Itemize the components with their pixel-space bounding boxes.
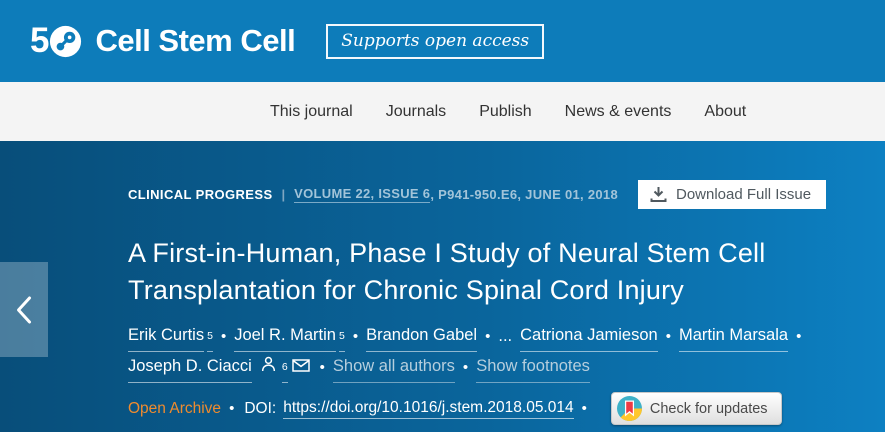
anniversary-number: 5 [30,21,49,60]
author-profile-icon[interactable] [261,353,276,382]
check-for-updates-label: Check for updates [649,400,768,417]
author-bullet: • [352,328,359,345]
crossmark-icon [616,396,642,421]
pages-date-label: , P941-950.E6, JUNE 01, 2018 [430,186,618,202]
article-access-row: Open Archive • DOI: https://doi.org/10.1… [128,392,885,425]
nav-item-about[interactable]: About [704,102,747,120]
open-archive-label[interactable]: Open Archive [128,399,222,417]
author-link[interactable]: Erik Curtis [128,321,205,352]
journal-top-bar: 5 Cell Stem Cell Supports open access [0,0,885,82]
meta-separator: | [281,186,286,202]
open-access-badge[interactable]: Supports open access [326,23,545,59]
show-footnotes-link[interactable]: Show footnotes [476,352,590,383]
volume-issue-link[interactable]: VOLUME 22, ISSUE 6 [294,185,431,203]
author-affiliation-sup[interactable]: 6 [281,353,288,383]
show-all-authors-link[interactable]: Show all authors [332,352,455,383]
article-type-label: CLINICAL PROGRESS [128,186,273,202]
author-list: Erik Curtis 5 • Joel R. Martin 5 • Brandon… [128,321,885,383]
doi-label: DOI: [244,399,277,417]
meta-bullet: • [229,400,235,417]
author-link[interactable]: Martin Marsala [678,321,789,352]
doi-link[interactable]: https://doi.org/10.1016/j.stem.2018.05.0… [283,399,574,419]
author-link[interactable]: Joel R. Martin [234,321,336,352]
download-full-issue-button[interactable]: Download Full Issue [637,179,827,209]
nav-item-publish[interactable]: Publish [479,102,532,120]
chevron-left-icon [17,296,31,323]
author-affiliation-sup[interactable]: 5 [338,322,345,352]
author-link[interactable]: Joseph D. Ciacci [128,352,252,383]
author-link[interactable]: Brandon Gabel [366,321,478,352]
nav-item-this-journal[interactable]: This journal [270,102,353,120]
author-row: Joseph D. Ciacci 6 • Show all authors • … [128,352,885,383]
previous-article-button[interactable] [0,262,48,357]
download-button-label: Download Full Issue [675,185,812,203]
author-bullet: • [462,359,469,376]
download-icon [650,187,667,202]
meta-bullet: • [581,400,587,417]
nav-item-news-events[interactable]: News & events [564,102,672,120]
author-link[interactable]: Catriona Jamieson [520,321,658,352]
main-navigation: This journal Journals Publish News & eve… [0,82,885,141]
author-bullet: • [220,328,227,345]
article-meta-row: CLINICAL PROGRESS | VOLUME 22, ISSUE 6 ,… [128,179,885,209]
author-bullet: • [796,328,802,345]
article-title-line: Transplantation for Chronic Spinal Cord … [128,275,684,305]
author-bullet: • [485,328,491,345]
article-title: A First-in-Human, Phase I Study of Neura… [128,235,885,309]
journal-logo[interactable]: 5 Cell Stem Cell [30,21,296,61]
author-row: Erik Curtis 5 • Joel R. Martin 5 • Brandon… [128,321,885,352]
check-for-updates-button[interactable]: Check for updates [610,392,782,425]
author-affiliation-sup[interactable]: 5 [207,322,213,352]
author-bullet: • [319,359,325,376]
email-corresponding-author-icon[interactable] [291,353,310,382]
hidden-authors-ellipsis: ... [498,327,513,345]
article-hero: CLINICAL PROGRESS | VOLUME 22, ISSUE 6 ,… [0,141,885,432]
author-bullet: • [665,328,671,345]
cell-anniversary-icon [50,25,82,57]
article-title-line: A First-in-Human, Phase I Study of Neura… [128,238,766,268]
journal-name: Cell Stem Cell [95,23,296,58]
nav-item-journals[interactable]: Journals [385,102,447,120]
